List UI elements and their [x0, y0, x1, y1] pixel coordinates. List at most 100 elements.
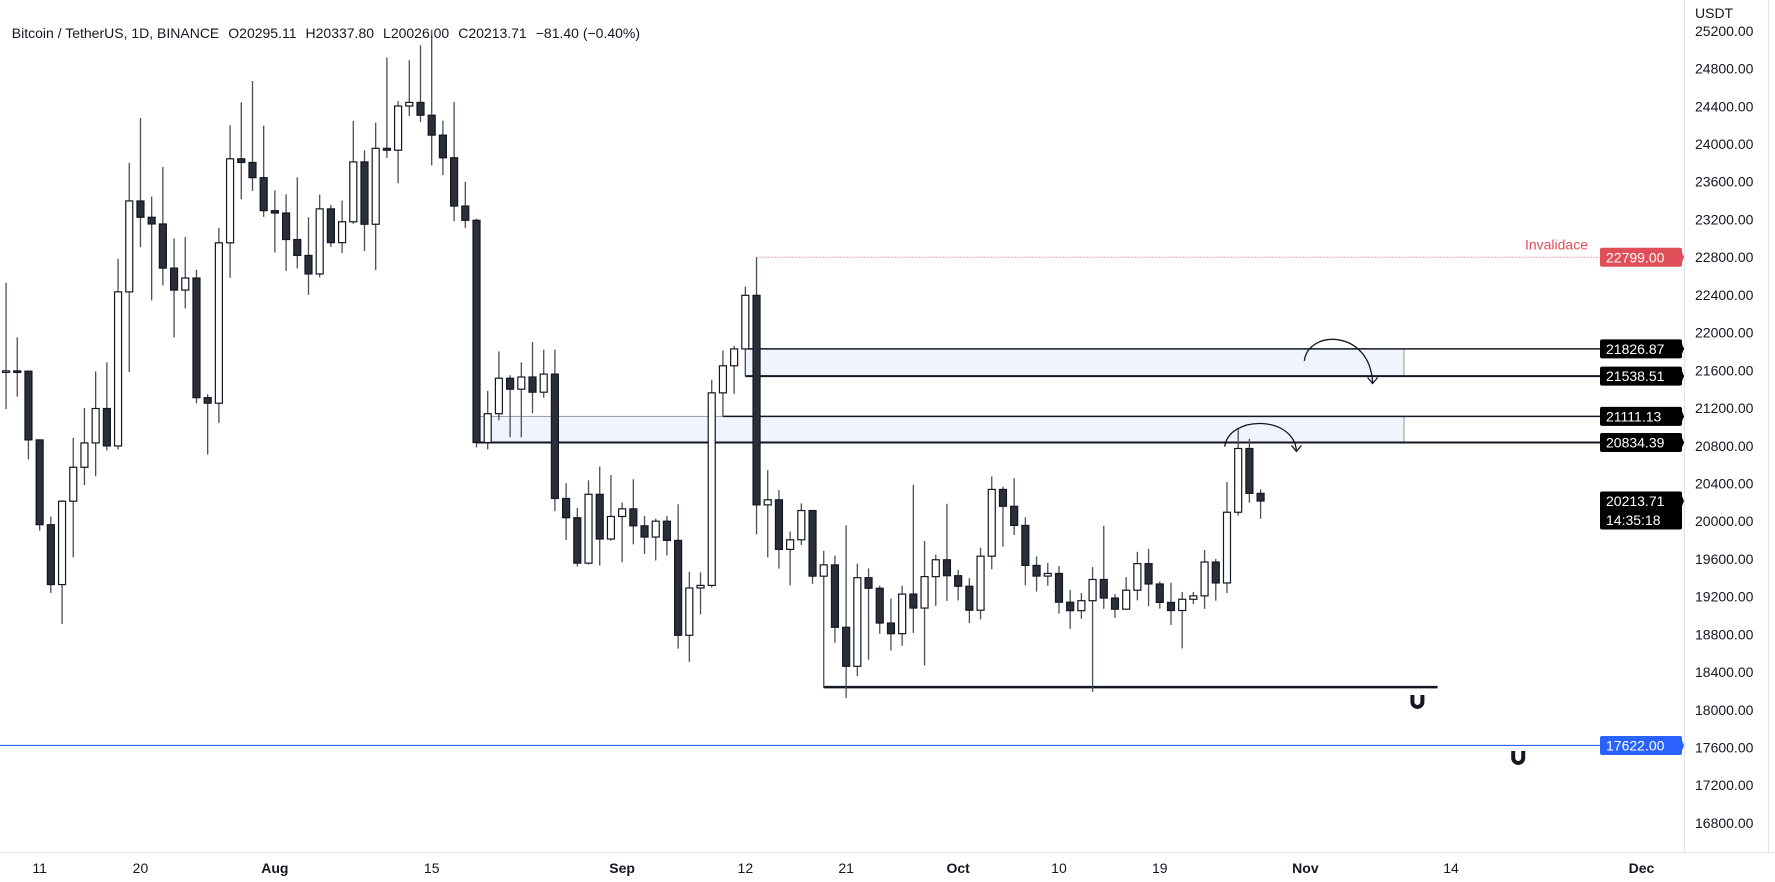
candle[interactable]: [1, 282, 11, 410]
candle[interactable]: [326, 204, 335, 247]
candle[interactable]: [281, 194, 291, 271]
candle[interactable]: [752, 257, 761, 535]
candle[interactable]: [1155, 581, 1164, 609]
candle[interactable]: [1088, 567, 1097, 692]
candle[interactable]: [1122, 577, 1131, 610]
candle[interactable]: [1077, 593, 1086, 619]
candle[interactable]: [528, 342, 537, 414]
candle[interactable]: [438, 120, 447, 176]
candle[interactable]: [517, 362, 526, 438]
candle[interactable]: [1010, 478, 1019, 536]
candle[interactable]: [1054, 565, 1064, 614]
candle[interactable]: [886, 598, 896, 651]
price-zone[interactable]: [744, 348, 1405, 377]
candle[interactable]: [942, 503, 952, 601]
candle[interactable]: [674, 504, 683, 649]
candle[interactable]: [573, 508, 582, 567]
candle[interactable]: [1245, 438, 1254, 503]
candle[interactable]: [248, 81, 257, 191]
candle[interactable]: [931, 554, 940, 606]
candle[interactable]: [1256, 489, 1265, 519]
candle[interactable]: [1066, 590, 1075, 629]
magnet-icon[interactable]: [1410, 694, 1425, 709]
candle[interactable]: [360, 150, 369, 252]
candle[interactable]: [382, 57, 391, 158]
candle[interactable]: [1178, 591, 1187, 649]
candle[interactable]: [954, 569, 963, 601]
magnet-icon[interactable]: [1511, 750, 1526, 765]
price-axis-panel[interactable]: [1684, 0, 1768, 882]
candle[interactable]: [730, 345, 739, 394]
candle[interactable]: [741, 286, 750, 377]
candle[interactable]: [192, 269, 201, 404]
candle[interactable]: [1200, 549, 1209, 609]
candle[interactable]: [976, 547, 985, 620]
candle[interactable]: [371, 122, 380, 270]
candle[interactable]: [562, 483, 571, 541]
symbol-title[interactable]: Bitcoin / TetherUS, 1D, BINANCE: [11, 25, 220, 41]
candle[interactable]: [69, 437, 78, 558]
candle[interactable]: [158, 167, 167, 286]
candle[interactable]: [797, 503, 806, 545]
candle[interactable]: [35, 439, 44, 531]
candle[interactable]: [898, 585, 907, 646]
candle[interactable]: [102, 362, 111, 451]
candle[interactable]: [304, 217, 313, 295]
candle[interactable]: [293, 177, 302, 269]
candle[interactable]: [651, 518, 660, 561]
candle[interactable]: [819, 550, 828, 688]
candle[interactable]: [181, 236, 190, 309]
curved-arrow-icon[interactable]: [1224, 422, 1302, 453]
candle[interactable]: [830, 555, 840, 643]
candle[interactable]: [640, 516, 649, 555]
price-zone[interactable]: [476, 415, 1405, 444]
candle[interactable]: [618, 502, 627, 563]
candle[interactable]: [259, 125, 268, 217]
candle[interactable]: [24, 370, 33, 460]
candle[interactable]: [1099, 525, 1108, 609]
candle[interactable]: [125, 162, 134, 372]
candle[interactable]: [461, 181, 470, 228]
candle[interactable]: [696, 572, 705, 615]
candle[interactable]: [225, 125, 235, 278]
curved-arrow-icon[interactable]: [1303, 338, 1379, 385]
candle[interactable]: [774, 490, 784, 569]
time-axis[interactable]: 11 20 Aug 15 Sep 12 21 Oct 10 19 Nov 14 Dec: [0, 852, 1775, 882]
candle[interactable]: [1144, 548, 1153, 607]
candle[interactable]: [718, 350, 728, 417]
candle[interactable]: [349, 120, 358, 224]
candle[interactable]: [875, 585, 884, 634]
price-axis[interactable]: USDT 25200.00 24800.00 24400.00 24000.00 2360…: [1684, 0, 1769, 882]
candle[interactable]: [808, 509, 817, 584]
candle[interactable]: [662, 515, 672, 556]
time-axis-panel[interactable]: [0, 852, 1775, 882]
candle[interactable]: [13, 337, 22, 397]
candle[interactable]: [965, 578, 974, 624]
candle[interactable]: [337, 200, 347, 254]
candle[interactable]: [506, 375, 515, 438]
candle[interactable]: [315, 194, 324, 278]
candle[interactable]: [864, 568, 873, 660]
candle[interactable]: [1166, 582, 1176, 625]
candle[interactable]: [136, 117, 145, 248]
candle[interactable]: [494, 351, 504, 421]
candle[interactable]: [584, 480, 593, 565]
candle[interactable]: [1133, 551, 1142, 601]
candle[interactable]: [707, 379, 716, 588]
candle[interactable]: [842, 525, 851, 699]
candle[interactable]: [91, 371, 100, 477]
candle[interactable]: [405, 60, 414, 117]
candle[interactable]: [427, 29, 436, 166]
candle[interactable]: [169, 238, 179, 338]
candle[interactable]: [472, 218, 481, 448]
candle[interactable]: [1234, 427, 1243, 516]
candle[interactable]: [57, 500, 67, 624]
candle[interactable]: [595, 466, 604, 566]
candle[interactable]: [909, 484, 918, 633]
candle[interactable]: [147, 196, 156, 301]
candle[interactable]: [270, 190, 279, 253]
candle[interactable]: [1110, 594, 1120, 618]
candle[interactable]: [214, 227, 223, 423]
candle[interactable]: [1043, 562, 1052, 586]
candle[interactable]: [629, 479, 638, 545]
